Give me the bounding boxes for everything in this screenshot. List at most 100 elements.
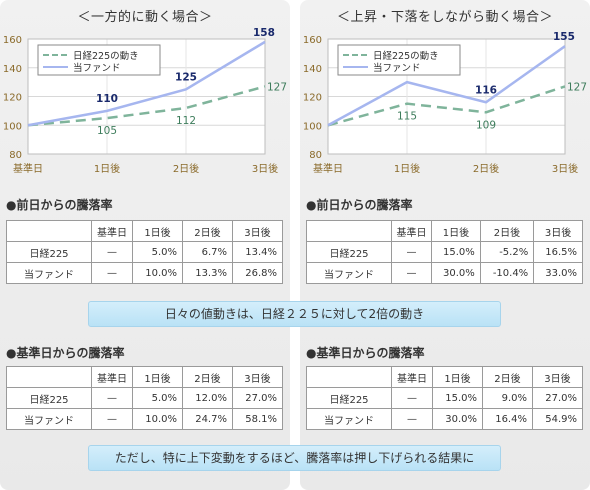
row-label: 日経225 bbox=[6, 387, 92, 409]
nikkei-data-label: 105 bbox=[97, 125, 117, 137]
x-tick-label: 2日後 bbox=[173, 162, 199, 175]
row-label: 当ファンド bbox=[306, 408, 392, 430]
table-header-row: 基準日 1日後 2日後 3日後 bbox=[6, 220, 284, 242]
table-cell: 9.0% bbox=[482, 387, 533, 409]
table-row: 当ファンド — 30.0% -10.4% 33.0% bbox=[306, 262, 583, 284]
y-tick-label: 80 bbox=[309, 150, 322, 161]
x-tick-label: 1日後 bbox=[394, 162, 420, 175]
table-cell: 15.0% bbox=[431, 241, 481, 263]
x-tick-label: 3日後 bbox=[552, 162, 578, 175]
nikkei-data-label: 127 bbox=[567, 81, 587, 93]
table-cell: 27.0% bbox=[531, 387, 584, 409]
y-tick-label: 120 bbox=[3, 93, 22, 104]
column-header: 基準日 bbox=[90, 366, 134, 388]
table-header-row: 基準日 1日後 2日後 3日後 bbox=[306, 366, 584, 388]
table-row: 日経225 — 15.0% 9.0% 27.0% bbox=[306, 387, 584, 409]
table-corner-cell bbox=[306, 366, 392, 388]
base-change-table: 基準日 1日後 2日後 3日後 日経225 — 15.0% 9.0% 27.0%… bbox=[306, 366, 584, 430]
y-tick-label: 140 bbox=[303, 64, 322, 75]
column-header: 基準日 bbox=[390, 220, 433, 242]
table-corner-cell bbox=[6, 220, 92, 242]
column-header: 2日後 bbox=[479, 220, 535, 242]
nikkei-series-line bbox=[27, 85, 266, 127]
table-row: 日経225 — 15.0% -5.2% 16.5% bbox=[306, 241, 583, 263]
table-cell: — bbox=[90, 408, 134, 430]
column-header: 3日後 bbox=[531, 366, 584, 388]
row-label: 日経225 bbox=[306, 387, 392, 409]
fund-data-label: 125 bbox=[175, 71, 197, 83]
table-cell: 24.7% bbox=[182, 408, 233, 430]
table-cell: 10.0% bbox=[132, 408, 183, 430]
column-header: 3日後 bbox=[533, 220, 583, 242]
table-cell: — bbox=[90, 387, 134, 409]
nikkei-series-line bbox=[327, 85, 566, 127]
nikkei-data-label: 127 bbox=[267, 81, 287, 93]
table-cell: 16.4% bbox=[482, 408, 533, 430]
table-header-row: 基準日 1日後 2日後 3日後 bbox=[6, 366, 284, 388]
fund-data-label: 158 bbox=[253, 27, 275, 39]
fund-series-line bbox=[27, 40, 266, 127]
table-cell: — bbox=[390, 262, 433, 284]
y-tick-label: 120 bbox=[303, 93, 322, 104]
table-cell: 5.0% bbox=[132, 387, 183, 409]
table-cell: 12.0% bbox=[182, 387, 233, 409]
row-label: 当ファンド bbox=[306, 262, 392, 284]
table-cell: — bbox=[90, 262, 134, 284]
line-chart: 80100120140160基準日1日後2日後3日後11510912713011… bbox=[303, 31, 587, 175]
table-cell: 30.0% bbox=[432, 408, 483, 430]
table-cell: 5.0% bbox=[132, 241, 183, 263]
table-cell: 30.0% bbox=[431, 262, 481, 284]
panel-up-down: ＜上昇・下落をしながら動く場合＞ 80 100 120 140 160 基準日 1日後 2日後… bbox=[300, 0, 590, 490]
panel-title: ＜上昇・下落をしながら動く場合＞ bbox=[336, 10, 553, 25]
day-change-table: 基準日 1日後 2日後 3日後 日経225 — 15.0% -5.2% 16.5… bbox=[306, 220, 583, 284]
summary-banner: 日々の値動きは、日経２２５に対して2倍の動き bbox=[88, 301, 501, 327]
table-cell: -5.2% bbox=[479, 241, 535, 263]
column-header: 基準日 bbox=[390, 366, 434, 388]
table-cell: -10.4% bbox=[479, 262, 535, 284]
column-header: 2日後 bbox=[482, 366, 533, 388]
table-cell: — bbox=[390, 387, 434, 409]
fund-data-label: 155 bbox=[553, 31, 575, 43]
row-label: 当ファンド bbox=[6, 408, 92, 430]
table-cell: 33.0% bbox=[533, 262, 583, 284]
nikkei-data-label: 112 bbox=[176, 115, 196, 127]
legend-label: 当ファンド bbox=[373, 62, 421, 74]
table-corner-cell bbox=[6, 366, 92, 388]
panel-one-way: ＜一方的に動く場合＞ 80 100 120 140 160 基準日 1日後 2日後 3日後 105… bbox=[0, 0, 290, 490]
legend-label: 日経225の動き bbox=[73, 50, 139, 62]
line-chart: 80 100 120 140 160 基準日 1日後 2日後 3日後 105 112 127 110 12… bbox=[3, 27, 287, 175]
nikkei-data-label: 109 bbox=[476, 119, 496, 131]
table-corner-cell bbox=[306, 220, 392, 242]
day-change-heading: ●前日からの騰落率 bbox=[6, 198, 113, 212]
column-header: 1日後 bbox=[132, 366, 183, 388]
day-change-heading: ●前日からの騰落率 bbox=[306, 198, 413, 212]
table-row: 当ファンド — 10.0% 24.7% 58.1% bbox=[6, 408, 284, 430]
column-header: 1日後 bbox=[132, 220, 183, 242]
table-cell: 54.9% bbox=[531, 408, 584, 430]
table-cell: 58.1% bbox=[231, 408, 284, 430]
y-tick-label: 80 bbox=[9, 150, 22, 161]
x-tick-label: 基準日 bbox=[313, 162, 343, 175]
nikkei-data-label: 115 bbox=[397, 111, 417, 123]
plot-frame bbox=[27, 38, 266, 155]
legend-label: 日経225の動き bbox=[373, 50, 439, 62]
base-change-heading: ●基準日からの騰落率 bbox=[6, 346, 125, 360]
fund-data-label: 110 bbox=[96, 93, 118, 105]
table-cell: 6.7% bbox=[182, 241, 233, 263]
table-cell: — bbox=[90, 241, 134, 263]
table-cell: — bbox=[390, 241, 433, 263]
conclusion-banner: ただし、特に上下変動をするほど、騰落率は押し下げられる結果に bbox=[88, 445, 501, 471]
y-tick-label: 160 bbox=[3, 35, 22, 46]
panel-title: ＜一方的に動く場合＞ bbox=[77, 10, 213, 25]
table-cell: — bbox=[390, 408, 434, 430]
table-row: 日経225 — 5.0% 6.7% 13.4% bbox=[6, 241, 284, 263]
x-tick-label: 1日後 bbox=[94, 162, 120, 175]
column-header: 2日後 bbox=[182, 220, 233, 242]
base-change-heading: ●基準日からの騰落率 bbox=[306, 346, 425, 360]
table-cell: 13.3% bbox=[182, 262, 233, 284]
column-header: 3日後 bbox=[231, 220, 284, 242]
table-cell: 27.0% bbox=[231, 387, 284, 409]
row-label: 当ファンド bbox=[6, 262, 92, 284]
fund-series-line bbox=[327, 45, 566, 127]
legend-box bbox=[337, 44, 461, 76]
